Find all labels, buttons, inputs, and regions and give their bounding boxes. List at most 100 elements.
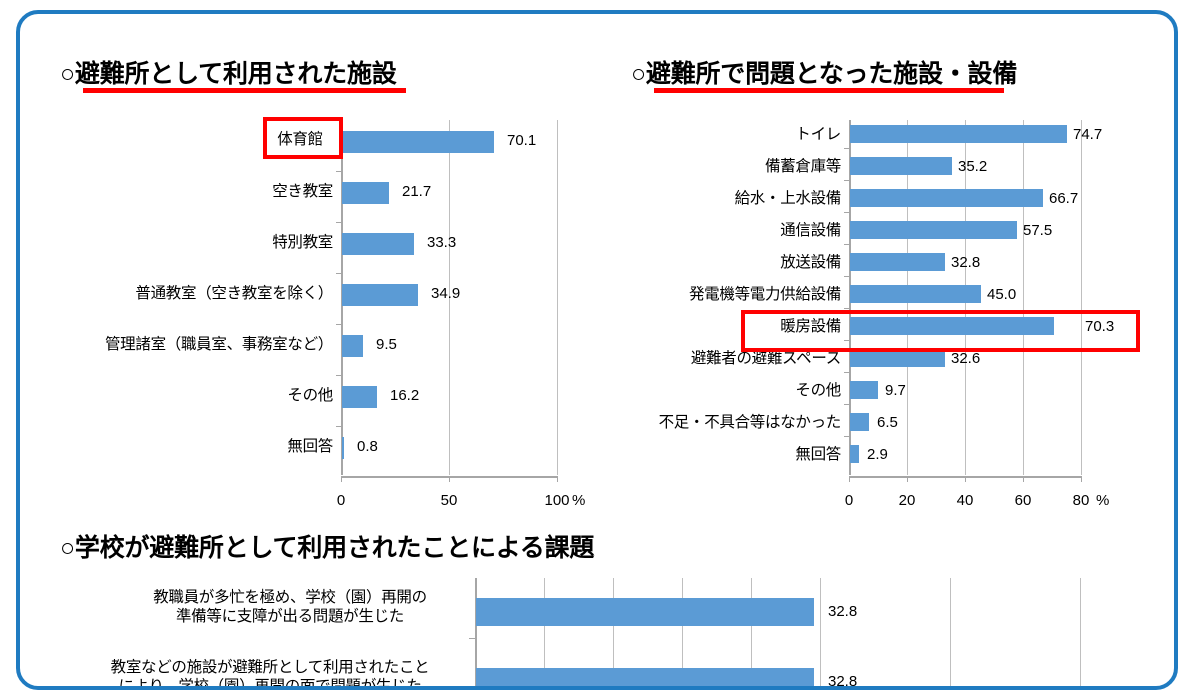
r-bar-4 [850, 253, 945, 271]
r-axis-tick-label-0: 0 [844, 492, 854, 509]
r-cat-label-1: 備蓄倉庫等 [764, 158, 841, 175]
r-axis-tick-label-60: 60 [1014, 492, 1032, 509]
b-cat-label-1-line-1: により、学校（園）再開の面で問題が生じた [118, 678, 422, 690]
highlight-label-taiikukan: 体育館 [277, 131, 323, 148]
cat-label-5: その他 [287, 387, 333, 404]
slide-frame: ○避難所として利用された施設 体育館 70.1 空き教室 21.7 特別教室 3… [16, 10, 1178, 690]
section-title-text: 避難所として利用された施設 [74, 60, 397, 88]
r-value-label-2: 66.7 [1049, 190, 1079, 207]
r-tick-1 [844, 148, 850, 149]
r-bar-1 [850, 157, 952, 175]
bar-1 [342, 182, 389, 204]
r-tick-5 [844, 276, 850, 277]
b-cat-label-1-line-0: 教室などの施設が避難所として利用されたこと [110, 659, 430, 676]
r-cat-label-4: 放送設備 [780, 254, 841, 271]
r-category-axis [849, 120, 851, 475]
b-value-label-1: 32.8 [828, 673, 858, 690]
cat-label-6: 無回答 [287, 438, 333, 455]
axis-tick-1 [336, 171, 342, 172]
r-cat-label-10: 無回答 [795, 446, 841, 463]
b-gridline-5 [820, 578, 821, 686]
category-axis [341, 120, 343, 475]
value-label-1: 21.7 [402, 183, 432, 200]
b-gridline-3 [682, 578, 683, 686]
r-cat-label-0: トイレ [795, 126, 841, 143]
bullet-marker-3: ○ [60, 534, 75, 562]
r-gridline-60 [1023, 120, 1024, 475]
title-underline-shelter [83, 88, 406, 93]
r-tick-3 [844, 212, 850, 213]
bar-0 [342, 131, 494, 153]
r-value-label-10: 2.9 [867, 446, 888, 463]
value-label-6: 0.8 [357, 438, 378, 455]
r-axis-tick-label-80: 80 [1072, 492, 1090, 509]
r-tick-7 [844, 340, 850, 341]
b-category-axis [475, 578, 477, 686]
b-bar-0 [476, 598, 814, 626]
r-tick-8 [844, 372, 850, 373]
r-cat-label-2: 給水・上水設備 [734, 190, 842, 207]
r-cat-label-7: 避難者の避難スペース [690, 350, 841, 367]
b-gridline-6 [950, 578, 951, 686]
value-label-0: 70.1 [507, 132, 537, 149]
r-tick-4 [844, 244, 850, 245]
bar-5 [342, 386, 377, 408]
r-tick-6 [844, 308, 850, 309]
chart-school-issues: 教職員が多忙を極め、学校（園）再開の 準備等に支障が出る問題が生じた 32.8 … [20, 570, 1174, 690]
axis-tick-label-100: 100 [544, 492, 570, 509]
r-bar-5 [850, 285, 981, 303]
r-bar-0 [850, 125, 1067, 143]
r-bar-10 [850, 445, 859, 463]
r-bar-2 [850, 189, 1043, 207]
r-value-label-7: 32.6 [951, 350, 981, 367]
axis-unit-percent: % [572, 492, 586, 509]
value-label-2: 33.3 [427, 234, 457, 251]
r-value-tick-20 [907, 476, 908, 482]
value-label-5: 16.2 [390, 387, 420, 404]
r-gridline-80 [1081, 120, 1082, 475]
value-label-3: 34.9 [431, 285, 461, 302]
cat-label-4: 管理諸室（職員室、事務室など） [104, 336, 333, 353]
r-axis-tick-label-20: 20 [898, 492, 916, 509]
value-tick-100 [557, 476, 558, 482]
bullet-marker: ○ [60, 60, 75, 88]
title-underline-problem [654, 88, 1004, 93]
r-value-label-0: 74.7 [1073, 126, 1103, 143]
r-value-tick-80 [1081, 476, 1082, 482]
r-value-label-3: 57.5 [1023, 222, 1053, 239]
r-bar-3 [850, 221, 1017, 239]
r-cat-label-3: 通信設備 [780, 222, 841, 239]
r-cat-label-8: その他 [795, 382, 841, 399]
value-label-4: 9.5 [376, 336, 397, 353]
r-value-tick-60 [1023, 476, 1024, 482]
b-bar-1 [476, 668, 814, 686]
r-tick-9 [844, 404, 850, 405]
r-cat-label-9: 不足・不具合等はなかった [658, 414, 842, 431]
r-bar-9 [850, 413, 869, 431]
axis-tick-3 [336, 273, 342, 274]
axis-tick-label-50: 50 [440, 492, 458, 509]
b-gridline-1 [544, 578, 545, 686]
r-axis-tick-label-40: 40 [956, 492, 974, 509]
axis-tick-label-0: 0 [336, 492, 346, 509]
b-cat-label-0-line-0: 教職員が多忙を極め、学校（園）再開の [153, 589, 427, 606]
r-value-label-6: 70.3 [1085, 318, 1115, 335]
b-gridline-2 [613, 578, 614, 686]
chart-shelter-facilities: 体育館 70.1 空き教室 21.7 特別教室 33.3 普通教室（空き教室を除… [20, 110, 600, 520]
bar-2 [342, 233, 414, 255]
r-value-label-1: 35.2 [958, 158, 988, 175]
cat-label-1: 空き教室 [272, 183, 333, 200]
b-value-label-0: 32.8 [828, 603, 858, 620]
r-axis-unit-percent: % [1096, 492, 1110, 509]
b-cat-label-0: 教職員が多忙を極め、学校（園）再開の 準備等に支障が出る問題が生じた [120, 588, 460, 627]
r-bar-7 [850, 349, 945, 367]
bar-6 [342, 437, 344, 459]
r-value-label-5: 45.0 [987, 286, 1017, 303]
r-value-label-4: 32.8 [951, 254, 981, 271]
r-cat-label-6: 暖房設備 [780, 318, 841, 335]
section-title-text-2: 避難所で問題となった施設・設備 [645, 60, 1018, 88]
chart-problem-facilities: トイレ 74.7 備蓄倉庫等 35.2 給水・上水設備 66.7 通信設備 57… [600, 110, 1174, 520]
b-gridline-4 [751, 578, 752, 686]
value-tick-50 [449, 476, 450, 482]
r-value-label-9: 6.5 [877, 414, 898, 431]
